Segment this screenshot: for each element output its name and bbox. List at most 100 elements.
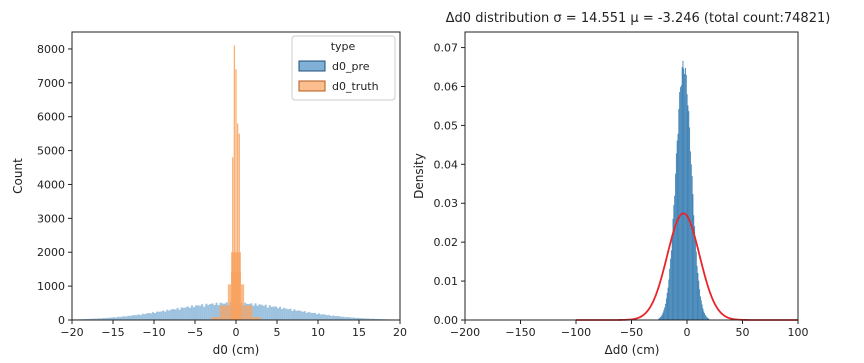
- delta-d0-bar: [677, 141, 678, 320]
- delta-d0-bar: [668, 288, 669, 320]
- delta-d0-bar: [678, 134, 679, 320]
- delta-d0-bar: [686, 75, 687, 320]
- x-tick-label: 15: [352, 326, 366, 339]
- delta-d0-bar: [691, 164, 692, 320]
- delta-d0-bar: [692, 176, 693, 320]
- d0-truth-spike: [239, 134, 240, 320]
- y-tick-label: 0.06: [434, 80, 459, 93]
- d0-pre-bar: [295, 311, 297, 320]
- d0-pre-bar: [164, 312, 166, 320]
- delta-d0-bar: [702, 304, 703, 320]
- d0-pre-bar: [334, 316, 336, 320]
- d0-pre-bar: [131, 315, 133, 320]
- d0-pre-bar: [320, 315, 322, 320]
- delta-d0-bar: [700, 296, 701, 320]
- d0-pre-bar: [328, 315, 330, 320]
- d0-pre-bar: [199, 306, 201, 320]
- x-tick-label: 10: [311, 326, 325, 339]
- d0-pre-bar: [287, 309, 289, 320]
- d0-pre-bar: [142, 314, 144, 320]
- d0-pre-bar: [166, 310, 168, 320]
- d0-pre-bar: [293, 309, 295, 320]
- d0-pre-bar: [127, 316, 129, 320]
- d0-pre-bar: [168, 311, 170, 320]
- d0-pre-bar: [304, 311, 306, 320]
- d0-truth-bar: [220, 306, 228, 320]
- d0-pre-bar: [177, 308, 179, 320]
- right-chart-title: Δd0 distribution σ = 14.551 μ = -3.246 (…: [446, 11, 831, 26]
- d0-pre-bar: [310, 313, 312, 320]
- delta-d0-bar: [676, 153, 677, 320]
- d0-pre-bar: [146, 313, 148, 320]
- d0-pre-bar: [336, 316, 338, 320]
- left-x-axis-label: d0 (cm): [213, 343, 260, 357]
- delta-d0-bar: [679, 92, 680, 320]
- delta-d0-bar: [667, 293, 668, 320]
- d0-pre-bar: [144, 314, 146, 320]
- d0-pre-bar: [312, 313, 314, 320]
- d0-pre-bar: [308, 312, 310, 320]
- legend-label-d0-pre: d0_pre: [332, 60, 370, 73]
- delta-d0-bar: [706, 316, 707, 320]
- d0-pre-bar: [181, 307, 183, 320]
- delta-d0-bar: [703, 311, 704, 320]
- delta-d0-bar: [693, 194, 694, 320]
- d0-pre-bar: [291, 311, 293, 320]
- d0-pre-bar: [300, 311, 302, 320]
- left-legend: type d0_pre d0_truth: [292, 36, 395, 100]
- delta-d0-bar: [680, 87, 681, 320]
- x-tick-label: −200: [450, 326, 480, 339]
- d0-pre-bar: [289, 309, 291, 320]
- delta-d0-bar: [684, 74, 685, 320]
- x-tick-label: −15: [101, 326, 124, 339]
- delta-d0-bar: [670, 259, 671, 320]
- d0-pre-bar: [207, 305, 209, 320]
- delta-d0-bar: [698, 281, 699, 320]
- d0-pre-bar: [205, 304, 207, 320]
- delta-d0-bar: [669, 269, 670, 320]
- d0-truth-spike: [234, 46, 235, 320]
- d0-pre-bar: [197, 305, 199, 320]
- d0-pre-bar: [306, 313, 308, 320]
- d0-pre-bar: [193, 307, 195, 320]
- d0-pre-bar: [267, 308, 269, 320]
- legend-label-d0-truth: d0_truth: [332, 80, 379, 93]
- y-tick-label: 0.02: [434, 236, 459, 249]
- d0-truth-bar: [241, 284, 244, 320]
- delta-d0-bar: [681, 85, 682, 320]
- delta-d0-bar: [661, 316, 662, 320]
- delta-d0-bar: [683, 69, 684, 320]
- d0-pre-bar: [201, 304, 203, 320]
- delta-d0-bar: [685, 68, 686, 320]
- d0-truth-spike: [235, 69, 236, 320]
- d0-pre-bar: [326, 315, 328, 320]
- d0-pre-bar: [140, 315, 142, 320]
- y-tick-label: 0.04: [434, 158, 459, 171]
- x-tick-label: −20: [60, 326, 83, 339]
- d0-pre-bar: [170, 309, 172, 320]
- d0-pre-bar: [189, 308, 191, 320]
- d0-truth-spike: [237, 123, 238, 320]
- d0-pre-bar: [129, 316, 131, 320]
- d0-pre-bar: [316, 314, 318, 320]
- y-tick-label: 0.01: [434, 275, 459, 288]
- delta-d0-bar: [690, 151, 691, 320]
- delta-d0-bar: [696, 252, 697, 320]
- right-panel: Δd0 distribution σ = 14.551 μ = -3.246 (…: [412, 11, 830, 357]
- delta-d0-bar: [704, 313, 705, 320]
- delta-d0-bar: [701, 300, 702, 320]
- d0-pre-bar: [150, 313, 152, 320]
- delta-d0-bar: [697, 266, 698, 320]
- d0-pre-bar: [191, 306, 193, 320]
- d0-pre-bar: [148, 313, 150, 320]
- d0-pre-bar: [339, 316, 341, 320]
- right-y-axis-label: Density: [412, 153, 426, 199]
- y-tick-label: 3000: [37, 212, 65, 225]
- delta-d0-bar: [698, 273, 699, 320]
- right-plot-frame: [465, 32, 798, 320]
- d0-pre-bar: [138, 314, 140, 320]
- y-tick-label: 0.07: [434, 42, 459, 55]
